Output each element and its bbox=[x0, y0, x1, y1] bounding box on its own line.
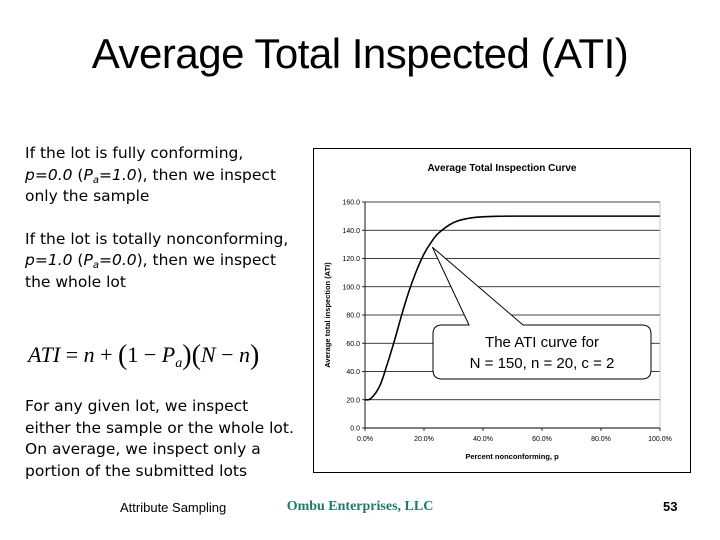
y-tick-label: 80.0 bbox=[346, 313, 360, 320]
callout-line-2: N = 150, n = 20, c = 2 bbox=[470, 355, 615, 372]
callout-bubble bbox=[431, 246, 652, 380]
x-tick-label: 0.0% bbox=[357, 436, 373, 443]
text-block: If the lot is fully conforming, p=0.0 (P… bbox=[25, 143, 295, 293]
x-axis-label: Percent nonconforming, p bbox=[465, 452, 559, 461]
y-tick-label: 100.0 bbox=[342, 284, 360, 291]
annotation-callout: The ATI curve for N = 150, n = 20, c = 2 bbox=[431, 246, 652, 380]
paragraph-average-inspection: For any given lot, we inspect either the… bbox=[25, 397, 294, 480]
x-tick-label: 60.0% bbox=[532, 436, 552, 443]
footer-section-name: Attribute Sampling bbox=[120, 500, 227, 515]
chart-title: Average Total Inspection Curve bbox=[428, 163, 577, 174]
chart-gridlines bbox=[364, 201, 661, 429]
y-tick-label: 20.0 bbox=[346, 397, 360, 404]
footer-company: Ombu Enterprises, LLC bbox=[286, 499, 434, 514]
slide-title: Average Total Inspected (ATI) bbox=[91, 30, 629, 77]
y-axis-ticks: 0.0 20.0 40.0 60.0 80.0 100.0 120.0 140.0 160.0 bbox=[342, 200, 365, 433]
y-tick-label: 160.0 bbox=[342, 200, 360, 207]
chart-svg: Average Total Inspection Curve 0.0 20.0 40… bbox=[323, 163, 672, 461]
y-tick-label: 140.0 bbox=[342, 228, 360, 235]
y-axis-label: Average total inspection (ATI) bbox=[323, 262, 332, 368]
x-axis-ticks: 0.0% 20.0% 40.0% 60.0% 80.0% 100.0% bbox=[357, 428, 672, 443]
paragraph-fully-conforming: If the lot is fully conforming, p=0.0 (P… bbox=[25, 144, 277, 205]
y-tick-label: 40.0 bbox=[346, 369, 360, 376]
y-tick-label: 0.0 bbox=[350, 426, 360, 433]
x-tick-label: 100.0% bbox=[648, 436, 672, 443]
ati-formula: ATI = n + (1 − Pa)(N − n) bbox=[28, 340, 260, 371]
ati-chart: Average Total Inspection Curve 0.0 20.0 40… bbox=[313, 148, 691, 473]
paragraph-totally-nonconforming: If the lot is totally nonconforming, p=1… bbox=[25, 229, 289, 291]
x-tick-label: 20.0% bbox=[414, 436, 434, 443]
y-tick-label: 60.0 bbox=[346, 341, 360, 348]
page-number: 53 bbox=[663, 499, 678, 514]
callout-line-1: The ATI curve for bbox=[485, 334, 599, 351]
y-tick-label: 120.0 bbox=[342, 256, 360, 263]
x-tick-label: 40.0% bbox=[473, 436, 493, 443]
x-tick-label: 80.0% bbox=[591, 436, 611, 443]
ati-curve bbox=[364, 215, 660, 401]
